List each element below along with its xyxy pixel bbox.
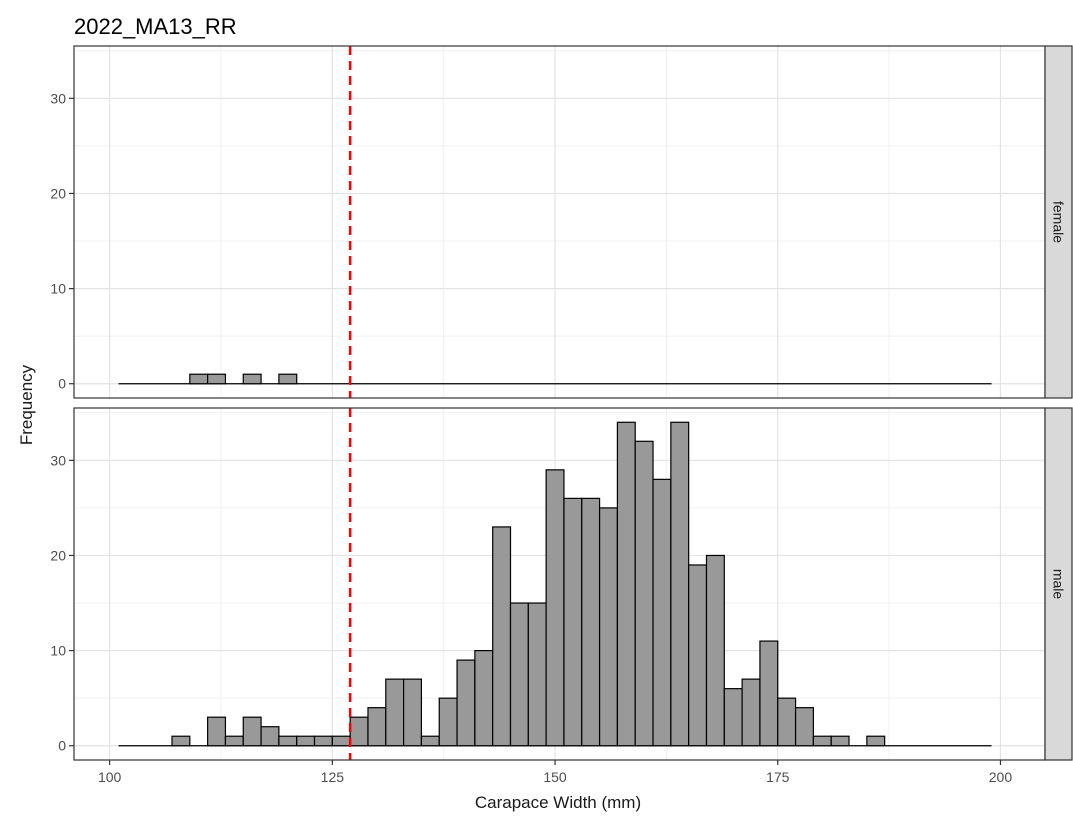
facet-strip	[1044, 407, 1073, 761]
histogram-bar	[705, 554, 725, 747]
panel-female: 0 10 20 30 female	[50, 45, 1073, 399]
histogram-bar	[456, 659, 476, 747]
histogram-bar	[278, 373, 298, 385]
histogram-bar	[634, 440, 654, 747]
y-tick-label: 0	[58, 738, 66, 754]
x-axis-title: Carapace Width (mm)	[475, 793, 641, 812]
histogram-bar	[652, 478, 672, 747]
x-tick-label: 200	[989, 769, 1013, 785]
histogram-bar	[313, 735, 333, 747]
x-tick-label: 175	[766, 769, 790, 785]
histogram-bar	[242, 716, 262, 747]
y-tick-label: 10	[50, 281, 66, 297]
histogram-bar	[527, 602, 547, 747]
histogram-bar	[171, 735, 191, 747]
facet-strip-label: male	[1051, 569, 1067, 600]
histogram-bar	[224, 735, 244, 747]
chart-title: 2022_MA13_RR	[74, 14, 237, 39]
histogram-bar	[670, 421, 690, 747]
histogram-bar	[207, 373, 227, 385]
histogram-bar	[189, 373, 209, 385]
histogram-bar	[492, 526, 512, 747]
histogram-bar	[741, 678, 761, 747]
histogram-bar	[296, 735, 316, 747]
histogram-bar	[349, 716, 369, 747]
histogram-bar	[385, 678, 405, 747]
x-tick-label: 150	[543, 769, 567, 785]
histogram-bar	[759, 640, 779, 747]
histogram-bar	[581, 497, 601, 747]
histogram-bar	[420, 735, 440, 747]
y-tick-label: 30	[50, 452, 66, 468]
panels-layer: 0 10 20 30 female 0 10 20 30 male 100 125 150 175 200	[50, 45, 1073, 785]
y-tick-label: 10	[50, 643, 66, 659]
histogram-bar	[616, 421, 636, 747]
histogram-bar	[866, 735, 886, 747]
histogram-bar	[331, 735, 351, 747]
histogram-bar	[509, 602, 529, 747]
y-axis-title: Frequency	[17, 364, 36, 445]
histogram-bar	[474, 649, 494, 747]
facet-strip-label: female	[1051, 201, 1067, 243]
histogram-bar	[278, 735, 298, 747]
x-axis: 100 125 150 175 200	[98, 760, 1012, 785]
histogram-bar	[207, 716, 227, 747]
y-tick-label: 0	[58, 376, 66, 392]
histogram-bar	[830, 735, 850, 747]
histogram-bar	[545, 469, 565, 747]
x-tick-label: 125	[321, 769, 345, 785]
histogram-bar	[563, 497, 583, 747]
x-tick-label: 100	[98, 769, 122, 785]
histogram-bar	[260, 726, 280, 747]
histogram-bar	[598, 507, 619, 747]
histogram-bar	[688, 564, 708, 747]
panel-background	[74, 46, 1045, 398]
panel-male: 0 10 20 30 male	[50, 407, 1073, 761]
histogram-bar	[403, 678, 423, 747]
histogram-bar	[367, 707, 387, 747]
facet-strip	[1044, 45, 1073, 399]
histogram-bar	[242, 373, 262, 385]
y-tick-label: 20	[50, 547, 66, 563]
y-tick-label: 30	[50, 90, 66, 106]
histogram-bar	[438, 697, 458, 747]
histogram-bar	[812, 735, 832, 747]
histogram-bar	[794, 707, 814, 747]
y-tick-label: 20	[50, 185, 66, 201]
histogram-bar	[723, 688, 743, 747]
histogram-bar	[777, 697, 797, 747]
